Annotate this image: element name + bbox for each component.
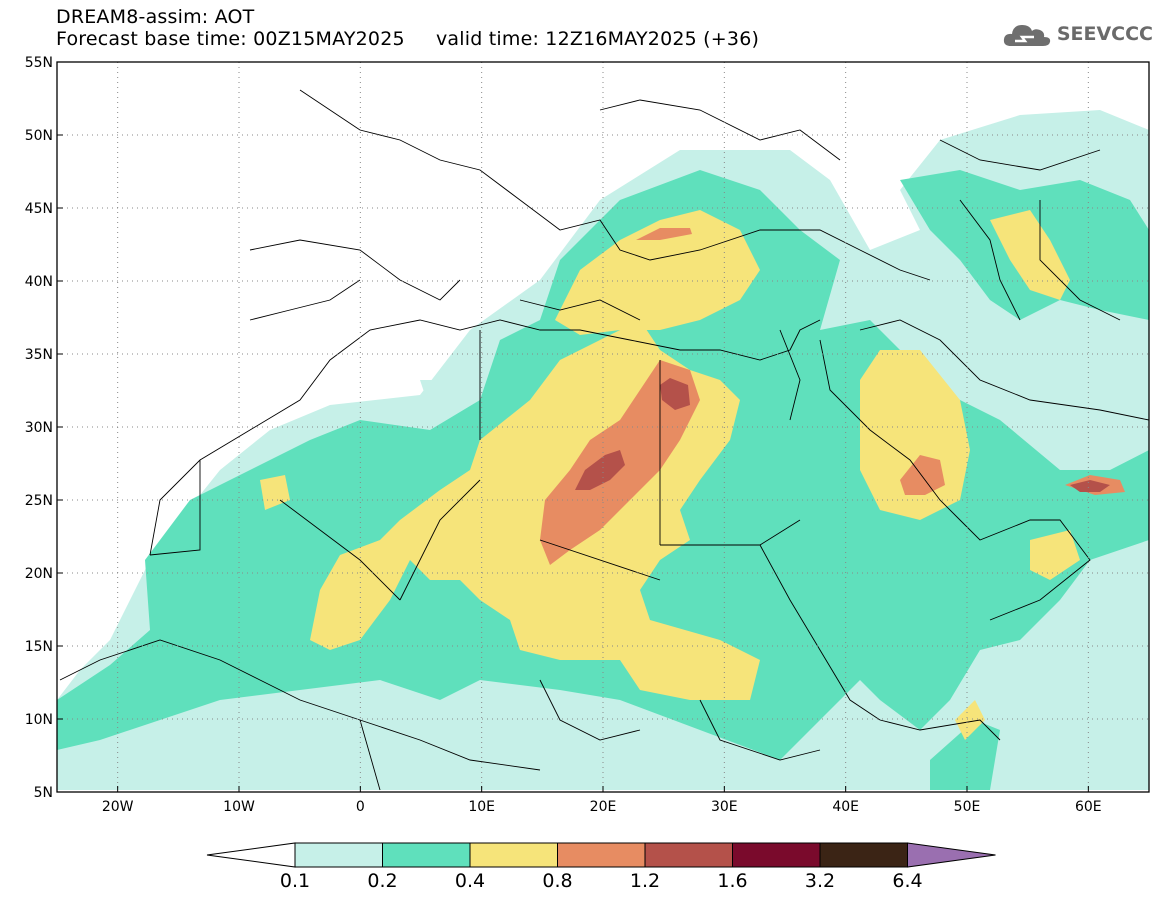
colorbar-box (382, 842, 471, 868)
lon-ticks: 20W 10W 0 10E 20E 30E 40E 50E 60E (102, 786, 1102, 815)
title-block: DREAM8-assim: AOT Forecast base time: 00… (56, 6, 759, 50)
lon-tick-label: 20W (102, 799, 134, 815)
lat-tick-label: 55N (25, 55, 53, 71)
colorbar-box (644, 842, 733, 868)
lat-tick-label: 15N (25, 639, 53, 655)
lon-tick-label: 20E (590, 799, 617, 815)
colorbar-label: 0.2 (367, 870, 397, 892)
lon-tick-label: 50E (954, 799, 981, 815)
chart-title: DREAM8-assim: AOT (56, 6, 255, 28)
colorbar-box (819, 842, 908, 868)
colorbar-label: 3.2 (805, 870, 835, 892)
colorbar-label: 0.8 (542, 870, 572, 892)
colorbar: 0.1 0.2 0.4 0.8 1.2 1.6 3.2 6.4 (206, 842, 996, 892)
colorbar-label: 6.4 (892, 870, 922, 892)
colorbar-box (469, 842, 558, 868)
lon-tick-label: 40E (832, 799, 859, 815)
lat-tick-label: 25N (25, 493, 53, 509)
colorbar-label: 1.6 (717, 870, 747, 892)
time-line: Forecast base time: 00Z15MAY2025 valid t… (56, 28, 759, 50)
colorbar-under-arrow (206, 842, 296, 868)
aot-field (57, 110, 1149, 790)
colorbar-label: 0.1 (280, 870, 310, 892)
aot-level-1.2 (575, 378, 1110, 492)
lon-tick-label: 10E (468, 799, 495, 815)
colorbar-box (294, 842, 383, 868)
colorbar-label: 1.2 (630, 870, 660, 892)
lat-tick-label: 5N (34, 785, 53, 801)
colorbar-over-arrow (907, 842, 996, 868)
lat-tick-label: 45N (25, 201, 53, 217)
logo-text: SEEVCCC (1056, 23, 1153, 45)
lat-tick-label: 40N (25, 274, 53, 290)
cloud-icon (1003, 25, 1050, 46)
lon-tick-label: 30E (711, 799, 738, 815)
seevccc-logo: SEEVCCC (1001, 20, 1153, 48)
lat-tick-label: 50N (25, 128, 53, 144)
colorbar-box (557, 842, 646, 868)
valid-time-label: valid time: 12Z16MAY2025 (+36) (435, 28, 760, 50)
lon-tick-label: 0 (356, 799, 365, 815)
colorbar-label: 0.4 (455, 870, 485, 892)
lat-ticks: 55N 50N 45N 40N 35N 30N 25N 20N 15N 10N 5N (25, 55, 63, 801)
lat-tick-label: 30N (25, 420, 53, 436)
lat-tick-label: 20N (25, 566, 53, 582)
lat-tick-label: 10N (25, 712, 53, 728)
colorbar-box (732, 842, 821, 868)
borders (59, 89, 1149, 791)
lon-tick-label: 60E (1075, 799, 1102, 815)
lon-tick-label: 10W (223, 799, 255, 815)
lat-tick-label: 35N (25, 347, 53, 363)
base-time-label: Forecast base time: 00Z15MAY2025 (56, 28, 405, 50)
